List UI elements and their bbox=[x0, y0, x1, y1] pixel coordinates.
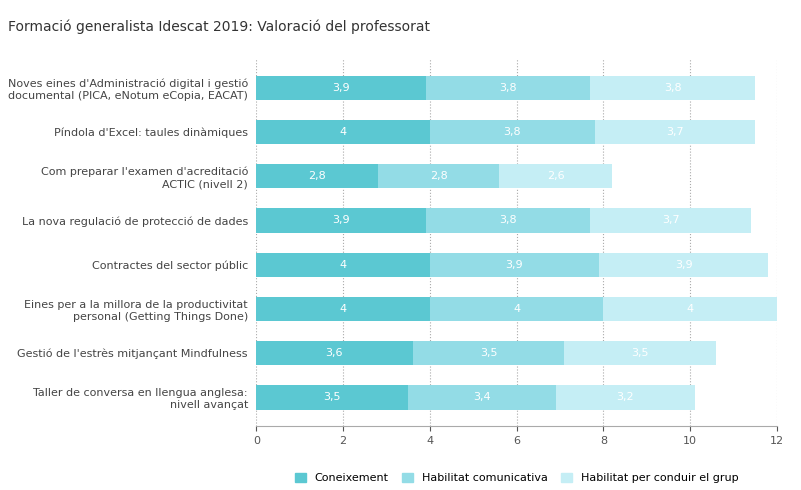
Bar bbox=[565, 341, 716, 366]
Text: 3,9: 3,9 bbox=[675, 260, 693, 270]
Text: 3,9: 3,9 bbox=[332, 83, 350, 93]
Bar bbox=[430, 297, 603, 321]
Legend: Coneixement, Habilitat comunicativa, Habilitat per conduir el grup: Coneixement, Habilitat comunicativa, Hab… bbox=[290, 468, 743, 488]
Text: 3,5: 3,5 bbox=[631, 348, 649, 358]
Bar bbox=[425, 75, 590, 100]
Bar bbox=[378, 164, 499, 188]
Bar bbox=[599, 252, 768, 277]
Text: 4: 4 bbox=[513, 304, 520, 314]
Bar bbox=[425, 208, 590, 233]
Bar bbox=[409, 385, 556, 410]
Text: 3,7: 3,7 bbox=[662, 216, 679, 225]
Text: 2,8: 2,8 bbox=[308, 171, 326, 181]
Text: 4: 4 bbox=[340, 304, 347, 314]
Text: 3,6: 3,6 bbox=[326, 348, 343, 358]
Bar bbox=[256, 75, 425, 100]
Text: 3,7: 3,7 bbox=[666, 127, 684, 137]
Bar bbox=[256, 164, 378, 188]
Text: 3,8: 3,8 bbox=[499, 216, 517, 225]
Bar bbox=[256, 385, 409, 410]
Bar bbox=[413, 341, 565, 366]
Bar bbox=[430, 120, 594, 144]
Text: 3,8: 3,8 bbox=[664, 83, 682, 93]
Text: 3,8: 3,8 bbox=[499, 83, 517, 93]
Bar bbox=[256, 208, 425, 233]
Bar bbox=[256, 120, 430, 144]
Text: 3,5: 3,5 bbox=[324, 392, 341, 402]
Bar bbox=[430, 252, 599, 277]
Text: 4: 4 bbox=[686, 304, 694, 314]
Text: 2,8: 2,8 bbox=[429, 171, 448, 181]
Bar bbox=[256, 252, 430, 277]
Text: 3,4: 3,4 bbox=[473, 392, 491, 402]
Text: 3,2: 3,2 bbox=[616, 392, 634, 402]
Text: 4: 4 bbox=[340, 260, 347, 270]
Bar bbox=[603, 297, 777, 321]
Text: 3,5: 3,5 bbox=[480, 348, 497, 358]
Bar bbox=[556, 385, 694, 410]
Text: 4: 4 bbox=[340, 127, 347, 137]
Bar bbox=[256, 341, 413, 366]
Bar bbox=[499, 164, 612, 188]
Text: 3,9: 3,9 bbox=[332, 216, 350, 225]
Bar bbox=[590, 208, 751, 233]
Text: 3,8: 3,8 bbox=[504, 127, 521, 137]
Text: 2,6: 2,6 bbox=[547, 171, 565, 181]
Bar bbox=[256, 297, 430, 321]
Text: 3,9: 3,9 bbox=[505, 260, 523, 270]
Bar bbox=[590, 75, 755, 100]
Text: Formació generalista Idescat 2019: Valoració del professorat: Formació generalista Idescat 2019: Valor… bbox=[8, 20, 430, 34]
Bar bbox=[594, 120, 755, 144]
